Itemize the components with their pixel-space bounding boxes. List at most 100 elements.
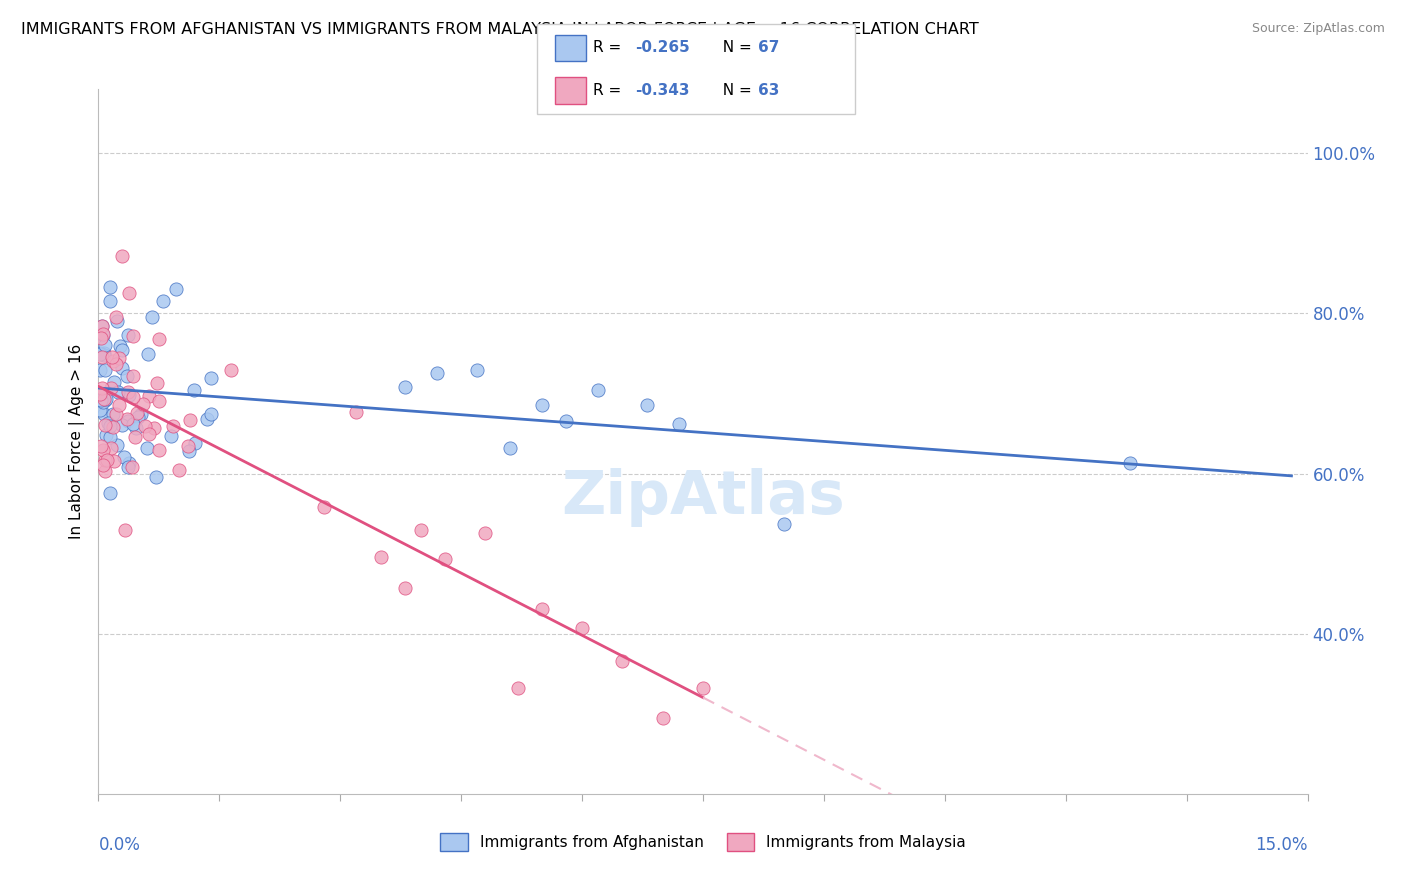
Point (105, 314, 128, 328)
Point (122, 417, 145, 431)
Point (127, 409, 149, 424)
Point (111, 361, 134, 376)
Point (117, 327, 139, 342)
Point (134, 418, 156, 433)
Point (117, 414, 139, 428)
Point (152, 293, 174, 308)
Point (89, 346, 111, 360)
Point (200, 371, 222, 385)
Text: -0.265: -0.265 (636, 40, 690, 55)
Text: 0.0%: 0.0% (98, 836, 141, 855)
Point (125, 406, 148, 420)
Point (91, 442, 114, 457)
Text: 67: 67 (758, 40, 779, 55)
Point (111, 417, 134, 432)
Point (107, 351, 129, 366)
Point (98, 294, 121, 309)
Text: N =: N = (713, 40, 756, 55)
Point (409, 524, 432, 538)
Point (138, 426, 160, 441)
Point (103, 375, 125, 389)
Point (148, 443, 170, 458)
Point (100, 381, 122, 395)
Point (100, 418, 122, 433)
Point (96, 453, 118, 467)
Point (1119, 456, 1142, 470)
Point (101, 350, 124, 364)
Point (90, 319, 112, 334)
Point (122, 368, 145, 383)
Point (94, 363, 117, 377)
Point (93, 345, 115, 359)
Point (165, 282, 187, 296)
Point (176, 439, 198, 453)
Point (93, 407, 115, 421)
Point (115, 412, 138, 426)
Point (612, 654, 634, 668)
Point (101, 407, 124, 421)
Point (89, 347, 111, 361)
Point (110, 339, 132, 353)
Point (530, 601, 553, 615)
Point (111, 343, 134, 358)
Point (169, 463, 191, 477)
Point (498, 441, 520, 455)
Point (636, 398, 658, 412)
Point (692, 681, 714, 696)
Point (94, 453, 117, 467)
Text: -0.343: -0.343 (636, 83, 690, 98)
Point (98, 430, 121, 444)
Point (118, 285, 141, 300)
Text: ZipAtlas: ZipAtlas (561, 468, 845, 527)
Point (132, 397, 155, 411)
Point (195, 411, 218, 425)
Point (772, 516, 794, 531)
Point (89, 362, 111, 376)
Point (136, 347, 159, 361)
Point (162, 418, 184, 433)
Point (219, 363, 242, 377)
Point (94, 392, 117, 406)
Y-axis label: In Labor Force | Age > 16: In Labor Force | Age > 16 (69, 344, 86, 539)
Point (91, 458, 114, 472)
Point (146, 376, 169, 390)
Point (94, 418, 117, 433)
Text: IMMIGRANTS FROM AFGHANISTAN VS IMMIGRANTS FROM MALAYSIA IN LABOR FORCE | AGE > 1: IMMIGRANTS FROM AFGHANISTAN VS IMMIGRANT… (21, 22, 979, 38)
Point (103, 453, 125, 467)
Point (555, 414, 578, 428)
Point (90, 331, 112, 345)
Point (124, 429, 146, 443)
Point (129, 407, 152, 421)
Point (148, 332, 170, 346)
Point (118, 387, 141, 401)
Point (184, 436, 207, 450)
Point (108, 398, 131, 412)
Text: N =: N = (713, 83, 756, 98)
Point (183, 383, 205, 397)
Point (117, 456, 139, 470)
Text: 15.0%: 15.0% (1256, 836, 1308, 855)
Point (465, 363, 488, 377)
Point (117, 369, 139, 384)
Point (394, 581, 416, 595)
Text: Source: ZipAtlas.com: Source: ZipAtlas.com (1251, 22, 1385, 36)
Point (344, 404, 367, 418)
Point (434, 552, 457, 566)
Point (111, 249, 134, 263)
Point (571, 621, 593, 635)
Point (177, 443, 200, 458)
Point (90, 381, 112, 395)
Point (101, 354, 124, 368)
Point (314, 500, 336, 514)
Point (91, 327, 114, 342)
Point (426, 366, 449, 380)
Point (121, 460, 143, 475)
Point (98, 485, 121, 500)
Point (117, 385, 139, 400)
Point (94, 428, 117, 442)
Point (122, 329, 145, 343)
Point (94, 392, 117, 407)
Point (530, 398, 553, 412)
Point (124, 421, 146, 435)
Point (97, 416, 120, 430)
